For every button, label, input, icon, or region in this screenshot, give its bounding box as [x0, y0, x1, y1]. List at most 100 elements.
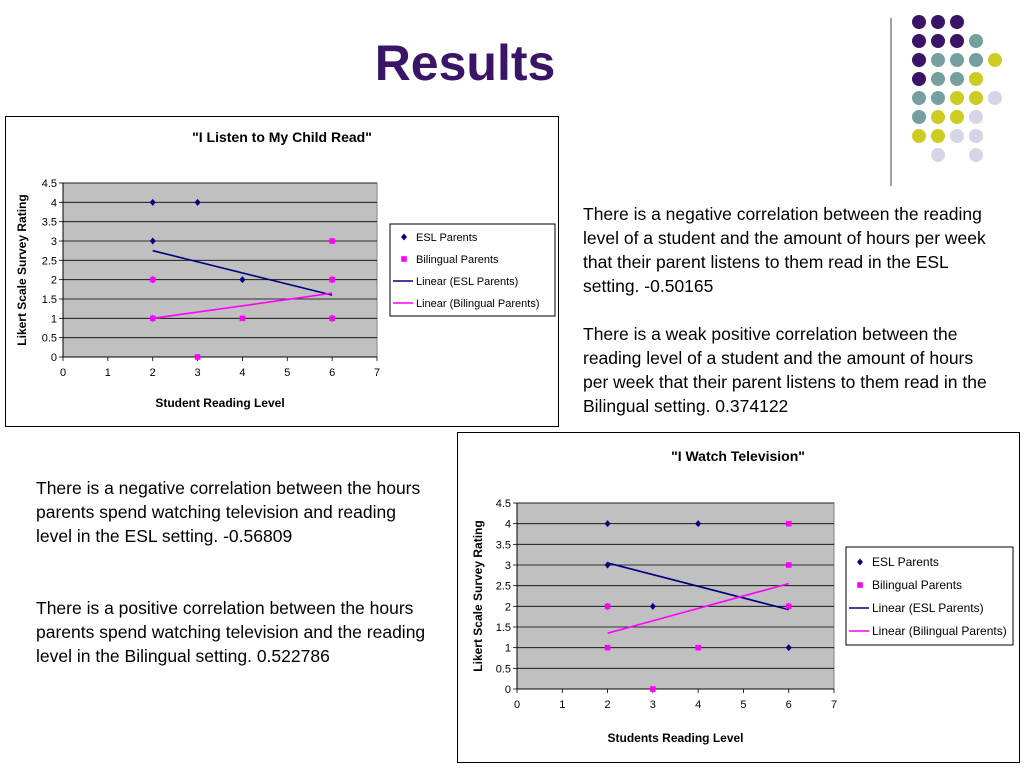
esl-data-point [149, 198, 156, 206]
slide-title: Results [374, 35, 556, 91]
y-tick-label: 4.5 [496, 498, 511, 510]
decorative-dot [912, 110, 926, 124]
y-tick-label: 1 [51, 313, 57, 325]
x-tick-label: 1 [105, 367, 111, 379]
y-axis-label: Likert Scale Survey Rating [15, 194, 29, 345]
y-tick-label: 2 [51, 275, 57, 287]
note-esl-television-correlation: There is a negative correlation between … [36, 478, 421, 546]
y-tick-label: 4 [51, 197, 57, 209]
esl-data-point [194, 198, 201, 206]
x-tick-label: 6 [786, 699, 792, 711]
legend-marker-diamond [857, 558, 863, 566]
decorative-dot [950, 53, 964, 67]
legend-bilingual-parents: Bilingual Parents [416, 254, 499, 266]
bilingual-data-point [329, 276, 335, 283]
y-tick-label: 2 [505, 601, 511, 613]
legend-marker-diamond [401, 233, 407, 241]
legend-marker-square [857, 582, 863, 588]
plot-area [516, 502, 835, 690]
x-tick-label: 3 [650, 699, 656, 711]
decorative-dot [931, 129, 945, 143]
legend-linear-bilingual: Linear (Bilingual Parents) [872, 624, 1007, 638]
decorative-dot [931, 34, 945, 48]
y-tick-label: 4.5 [42, 178, 57, 190]
bilingual-trendline [607, 582, 789, 634]
decorative-dot [988, 91, 1002, 105]
bilingual-data-point [695, 644, 701, 651]
esl-data-point [149, 237, 156, 245]
decorative-dot [950, 110, 964, 124]
y-tick-label: 3.5 [496, 539, 511, 551]
chart-listen-to-child-read: "I Listen to My Child Read" 0 0.5 1 1.5 2 2.5 3… [5, 116, 559, 427]
bilingual-data-point [149, 276, 156, 283]
esl-data-point [239, 276, 246, 284]
bilingual-data-point [604, 644, 611, 651]
x-tick-label: 7 [831, 699, 837, 711]
decorative-dot [912, 15, 926, 29]
decorative-dot [931, 53, 945, 67]
x-tick-label: 4 [239, 367, 245, 379]
decorative-dot [950, 72, 964, 86]
bilingual-data-point [194, 354, 201, 360]
note-bilingual-television-correlation: There is a positive correlation between … [36, 598, 426, 666]
y-tick-label: 2.5 [496, 581, 511, 593]
chart-title: "I Listen to My Child Read" [192, 129, 372, 145]
legend-esl-parents: ESL Parents [416, 232, 478, 244]
decorative-dot [912, 72, 926, 86]
y-axis-label: Likert Scale Survey Rating [471, 520, 485, 671]
chart-svg: "I Listen to My Child Read" 0 0.5 1 1.5 2 2.5 3… [15, 129, 556, 410]
esl-data-point [604, 520, 611, 528]
decorative-dot [950, 129, 964, 143]
x-axis-label: Students Reading Level [607, 731, 743, 745]
decorative-dot [950, 34, 964, 48]
y-tick-label: 1 [505, 643, 511, 655]
y-tick-label: 0.5 [496, 663, 511, 675]
x-tick-label: 2 [605, 699, 611, 711]
bilingual-data-point [149, 315, 156, 322]
decorative-dot [969, 110, 983, 124]
legend-linear-esl: Linear (ESL Parents) [416, 276, 518, 288]
y-tick-label: 4 [505, 519, 511, 531]
decorative-dot [931, 110, 945, 124]
y-tick-label: 1.5 [42, 294, 57, 306]
decorative-dot [912, 34, 926, 48]
x-tick-label: 6 [329, 367, 335, 379]
note-esl-listen-correlation: There is a negative correlation between … [583, 204, 986, 296]
y-tick-label: 3.5 [42, 217, 57, 229]
legend-box [389, 223, 556, 317]
legend-esl-parents: ESL Parents [872, 555, 939, 569]
legend-bilingual-parents: Bilingual Parents [872, 578, 962, 592]
chart-watch-television: "I Watch Television" 0 0.5 1 1.5 2 2.5 3 3.5 4 4.5… [457, 432, 1020, 763]
x-tick-label: 4 [695, 699, 701, 711]
y-tick-label: 2.5 [42, 255, 57, 267]
chart-svg: "I Watch Television" 0 0.5 1 1.5 2 2.5 3 3.5 4 4.5… [471, 448, 1014, 745]
bilingual-data-point [785, 562, 792, 568]
decorative-dot [969, 72, 983, 86]
x-tick-label: 5 [284, 367, 290, 379]
y-tick-label: 0.5 [42, 333, 57, 345]
decorative-dot [931, 148, 945, 162]
bilingual-data-point [785, 520, 792, 527]
bilingual-data-point [604, 603, 611, 610]
bilingual-data-point [329, 315, 335, 322]
decorative-dot [969, 53, 983, 67]
plot-area [62, 182, 378, 358]
legend-linear-esl: Linear (ESL Parents) [872, 601, 984, 615]
decorative-dot [988, 53, 1002, 67]
decorative-dot [912, 129, 926, 143]
y-tick-label: 3 [51, 236, 57, 248]
decorative-dot [950, 91, 964, 105]
x-tick-label: 5 [740, 699, 746, 711]
esl-data-point [649, 602, 656, 610]
decorative-dot [969, 148, 983, 162]
y-tick-label: 1.5 [496, 622, 511, 634]
decorative-dot [931, 72, 945, 86]
x-tick-label: 1 [559, 699, 565, 711]
bilingual-data-point [650, 686, 656, 692]
decorative-dot [931, 15, 945, 29]
legend-marker-square [401, 256, 407, 262]
x-axis-label: Student Reading Level [155, 396, 284, 410]
decorative-dot [950, 15, 964, 29]
bilingual-data-point [785, 603, 792, 610]
decorative-dot [912, 91, 926, 105]
